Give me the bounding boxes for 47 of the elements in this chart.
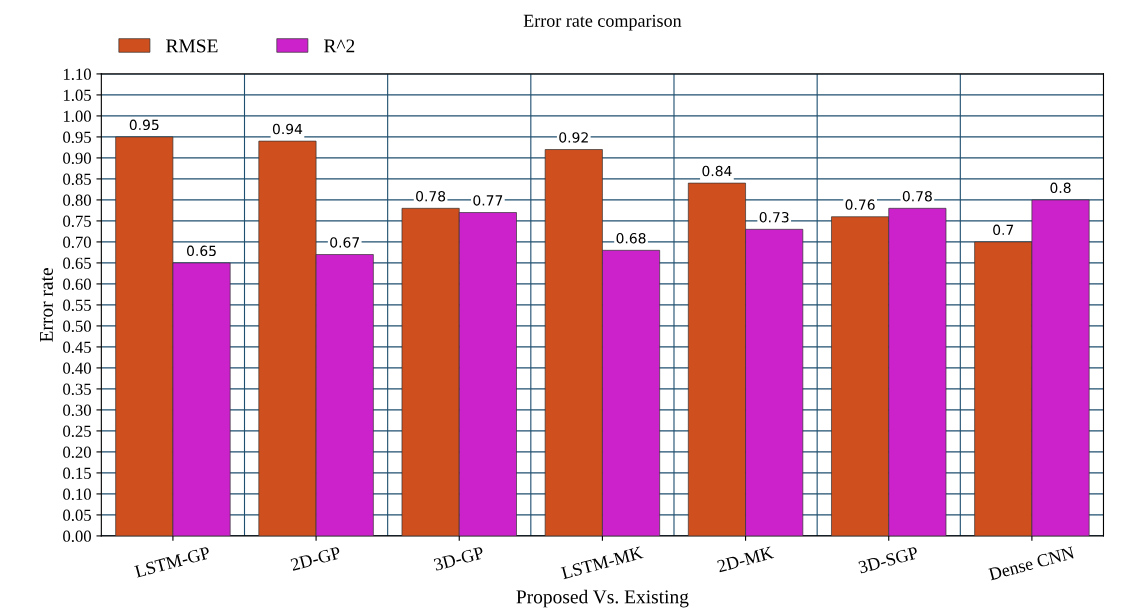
data-label: 0.84 xyxy=(702,165,732,177)
y-tick-label: 1.00 xyxy=(63,110,91,122)
y-tick-label: 0.40 xyxy=(63,362,91,374)
data-label: 0.8 xyxy=(1050,182,1071,194)
x-tick-label: 2D-GP xyxy=(290,546,342,571)
y-tick-label: 0.90 xyxy=(63,152,91,164)
y-tick-label: 0.80 xyxy=(63,194,91,206)
y-tick-label: 0.05 xyxy=(63,509,91,521)
y-tick-label: 0.70 xyxy=(63,236,91,248)
y-tick-label: 1.05 xyxy=(63,89,91,101)
data-label: 0.94 xyxy=(272,123,303,135)
data-label: 0.78 xyxy=(902,190,932,202)
x-tick-label: 3D-GP xyxy=(433,546,485,571)
x-tick-label: 2D-MK xyxy=(716,546,775,573)
data-label: 0.76 xyxy=(845,199,875,210)
y-tick-label: 0.25 xyxy=(63,425,91,437)
y-axis-title: Error rate xyxy=(40,268,53,342)
y-tick-label: 0.95 xyxy=(63,131,91,143)
y-tick-label: 0.60 xyxy=(63,278,91,290)
x-axis-title: Proposed Vs. Existing xyxy=(516,589,689,608)
x-tick-label: Dense CNN xyxy=(988,546,1076,581)
data-label: 0.7 xyxy=(993,224,1014,236)
y-tick-label: 0.55 xyxy=(63,299,91,311)
y-tick-label: 1.10 xyxy=(63,68,91,80)
data-label: 0.95 xyxy=(129,119,159,131)
data-label: 0.92 xyxy=(559,132,588,143)
data-label: 0.65 xyxy=(187,245,216,257)
data-label: 0.77 xyxy=(473,195,503,206)
y-tick-label: 0.00 xyxy=(63,530,91,542)
y-tick-label: 0.30 xyxy=(63,404,91,416)
data-label: 0.67 xyxy=(330,237,359,248)
y-tick-label: 0.35 xyxy=(63,383,91,395)
y-tick-label: 0.15 xyxy=(63,467,91,479)
y-tick-label: 0.85 xyxy=(63,173,91,185)
data-label: 0.78 xyxy=(416,190,446,202)
legend-label: RMSE xyxy=(166,39,218,53)
chart-title: Error rate comparison xyxy=(523,14,682,31)
y-tick-label: 0.75 xyxy=(63,215,91,227)
x-tick-label: 3D-SGP xyxy=(858,546,919,574)
y-tick-label: 0.45 xyxy=(63,341,91,353)
y-tick-label: 0.20 xyxy=(63,446,91,458)
legend-label: R^2 xyxy=(324,39,355,53)
y-tick-label: 0.50 xyxy=(63,320,91,332)
y-tick-label: 0.65 xyxy=(63,257,91,269)
data-label: 0.73 xyxy=(759,211,789,223)
y-tick-label: 0.10 xyxy=(63,488,91,500)
data-label: 0.68 xyxy=(616,232,646,244)
